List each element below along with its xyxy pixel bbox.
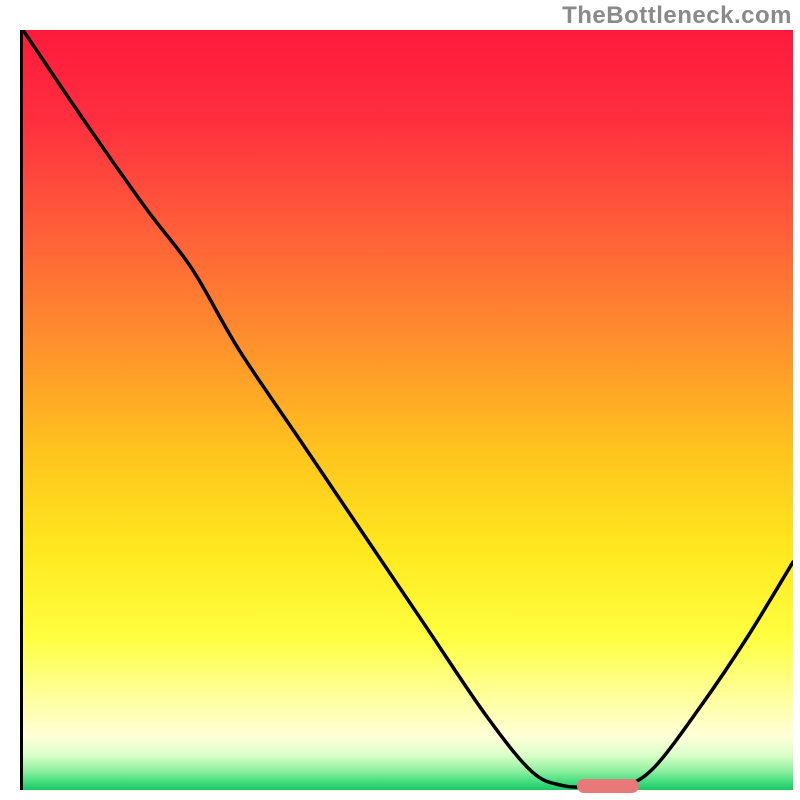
gradient-background <box>23 30 793 790</box>
optimal-range-marker <box>577 779 639 793</box>
chart-svg <box>23 30 793 790</box>
watermark-text: TheBottleneck.com <box>562 2 792 30</box>
plot-area <box>20 30 790 790</box>
chart-container: TheBottleneck.com <box>0 0 800 800</box>
